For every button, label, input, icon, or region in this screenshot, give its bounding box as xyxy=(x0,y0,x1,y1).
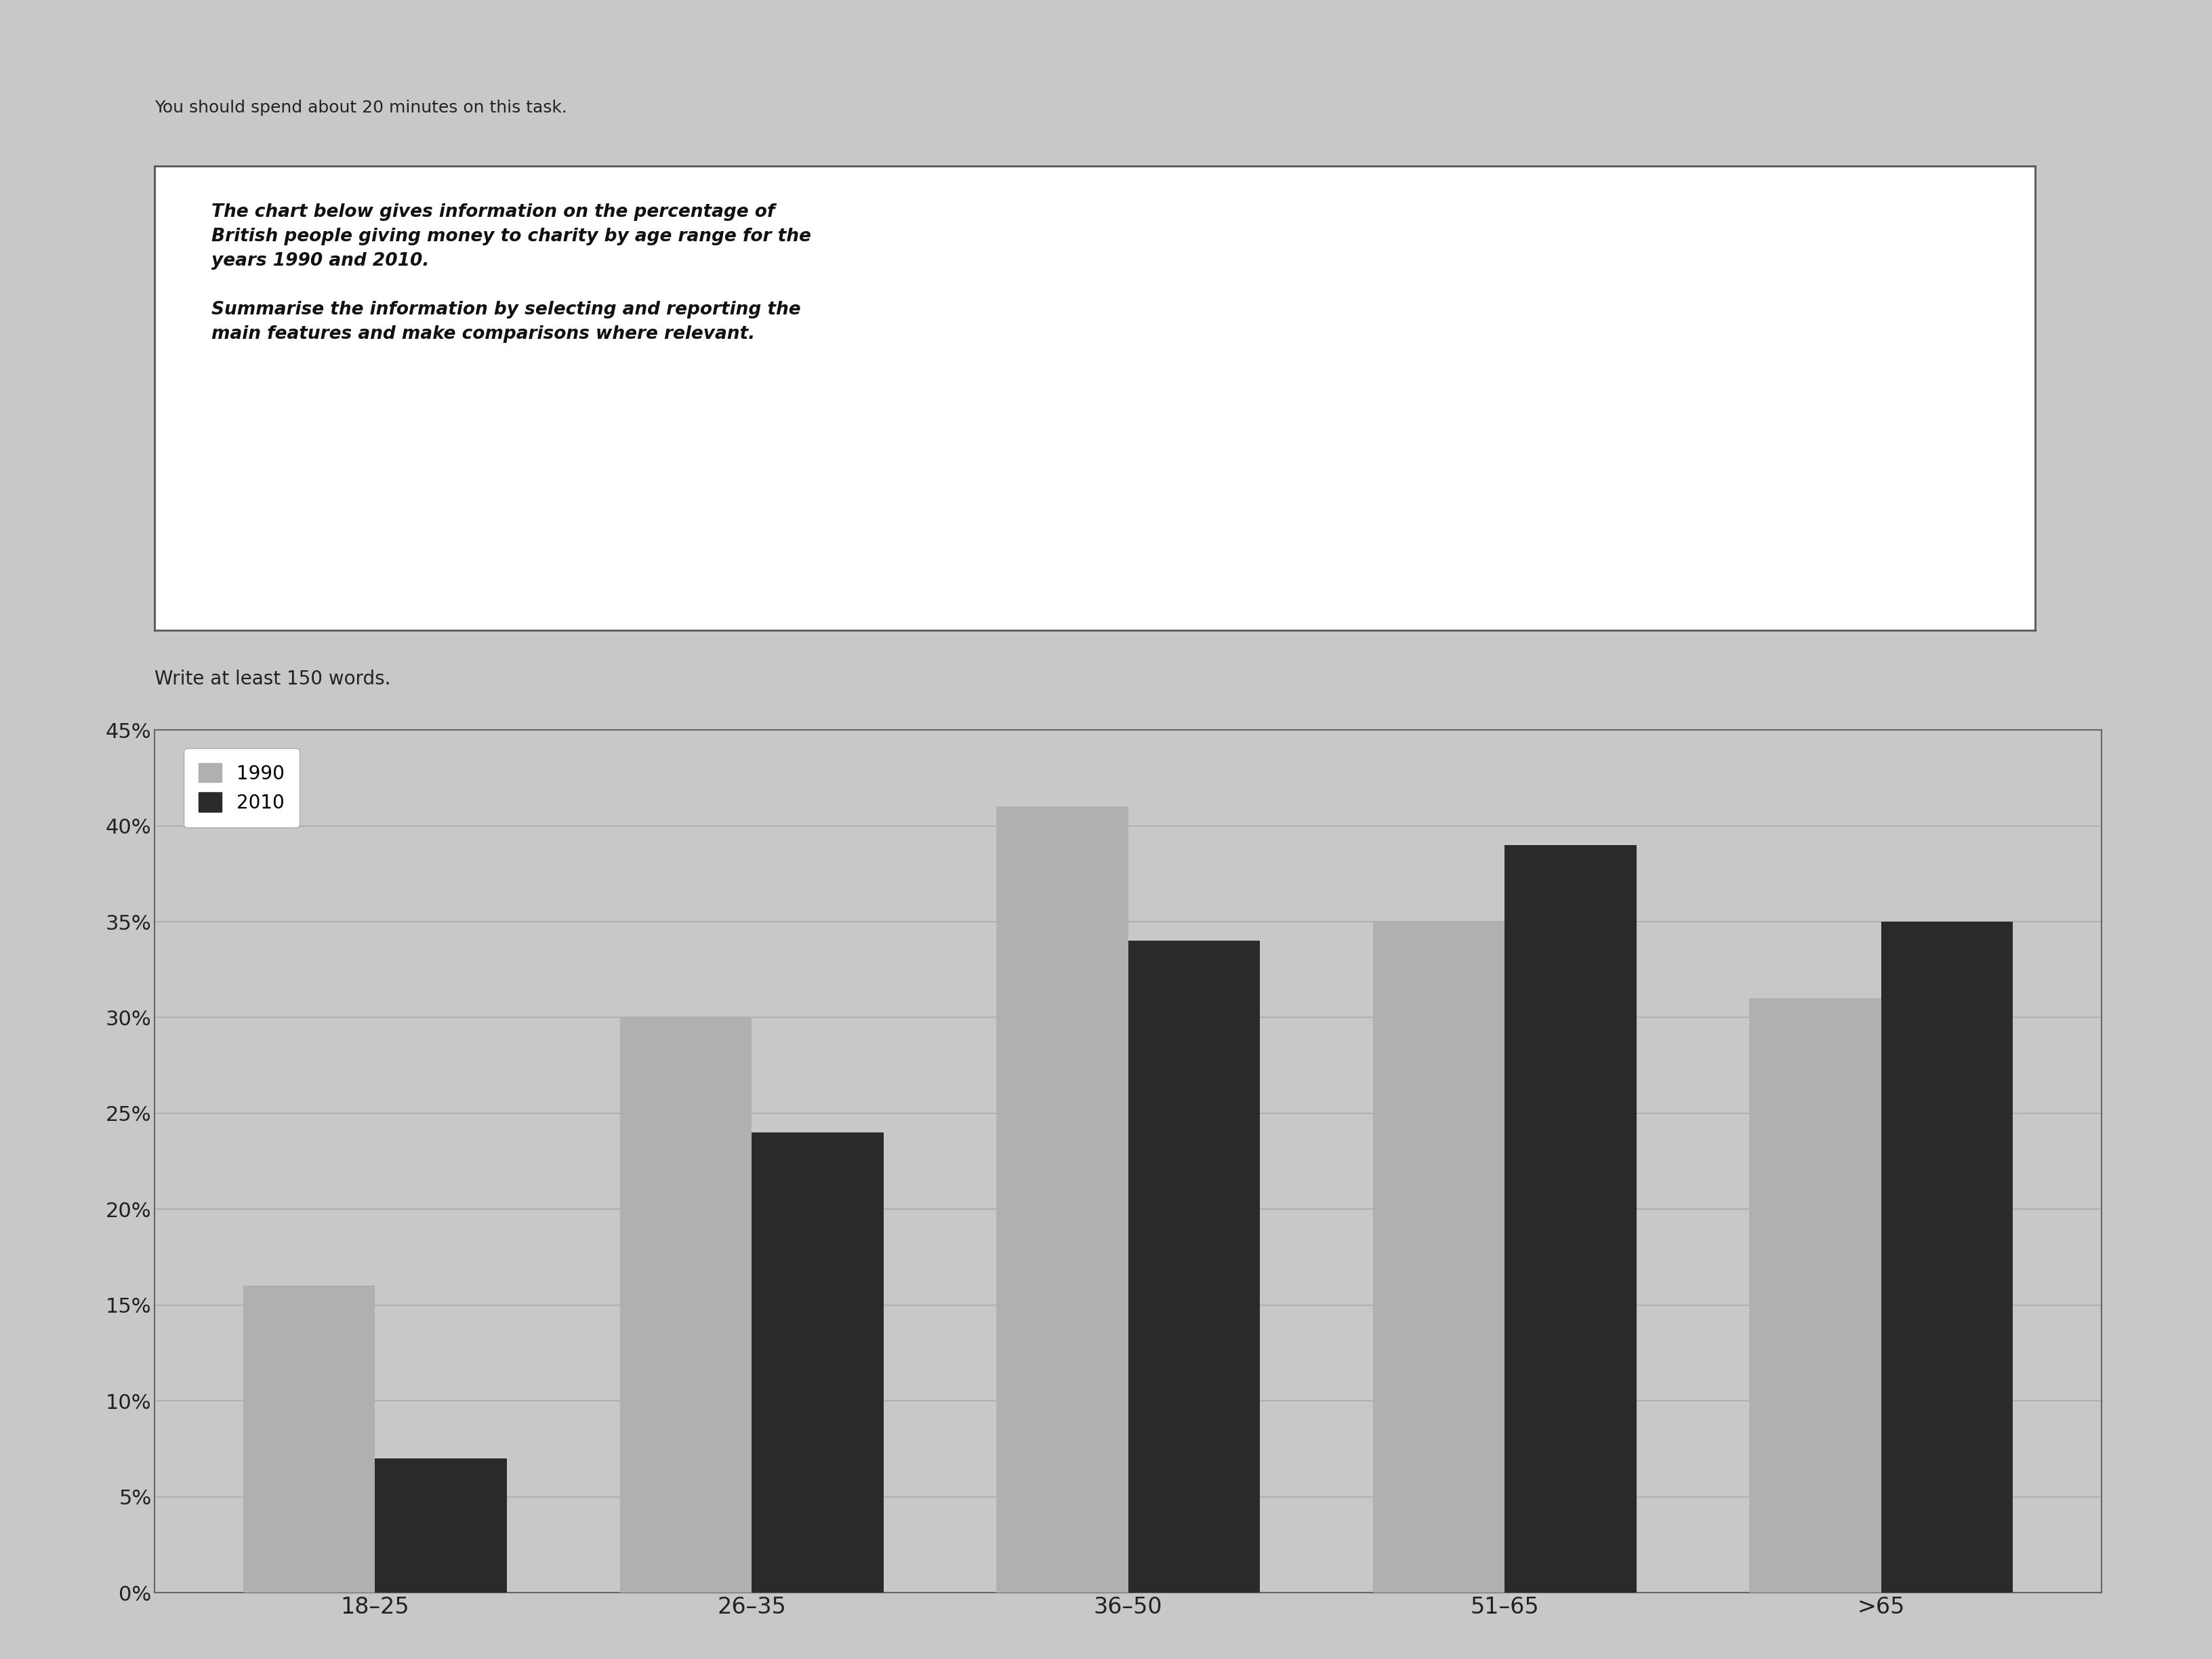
Bar xyxy=(752,1133,883,1593)
Bar xyxy=(376,1458,507,1593)
Bar xyxy=(1750,999,1880,1593)
Bar xyxy=(619,1017,752,1593)
Text: You should spend about 20 minutes on this task.: You should spend about 20 minutes on thi… xyxy=(155,100,568,116)
Bar xyxy=(1374,922,1504,1593)
Bar xyxy=(1504,844,1637,1593)
Text: The chart below gives information on the percentage of
British people giving mon: The chart below gives information on the… xyxy=(212,202,812,343)
Text: Write at least 150 words.: Write at least 150 words. xyxy=(155,670,392,688)
Bar xyxy=(1128,941,1261,1593)
Bar xyxy=(243,1286,376,1593)
Legend: 1990, 2010: 1990, 2010 xyxy=(184,748,299,828)
Bar xyxy=(1880,922,2013,1593)
Bar xyxy=(995,806,1128,1593)
